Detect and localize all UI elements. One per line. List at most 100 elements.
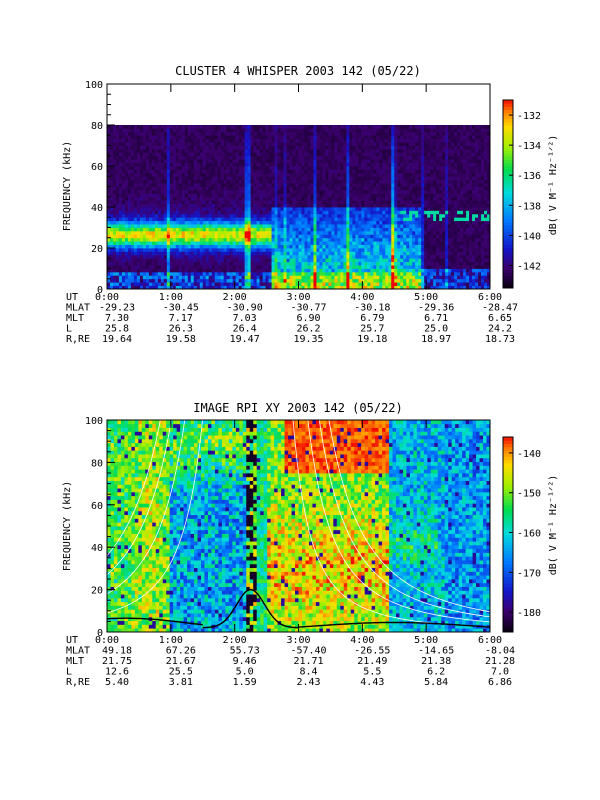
spectrogram-cell: [352, 278, 356, 283]
spectrogram-cell: [355, 159, 359, 163]
spectrogram-cell: [355, 172, 359, 177]
spectrogram-cell: [256, 254, 261, 259]
spectrogram-cell: [107, 155, 111, 160]
spectrogram-cell: [370, 155, 374, 160]
spectrogram-cell: [148, 237, 153, 242]
spectrogram-cell: [202, 159, 207, 163]
spectrogram-cell: [379, 179, 383, 184]
spectrogram-cell: [214, 152, 219, 157]
spectrogram-cell: [388, 220, 392, 225]
spectrogram-cell: [286, 268, 290, 273]
spectrogram-cell: [328, 224, 332, 228]
spectrogram-cell: [406, 183, 410, 187]
spectrogram-cell: [208, 162, 213, 167]
spectrogram-cell: [187, 258, 192, 263]
spectrogram-cell: [343, 244, 347, 249]
spectrogram-cell: [415, 166, 419, 170]
spectrogram-cell: [367, 265, 371, 269]
spectrogram-cell: [334, 213, 338, 218]
spectrogram-cell: [385, 152, 389, 157]
spectrogram-cell: [337, 176, 341, 181]
spectrogram-cell: [298, 258, 302, 263]
spectrogram-cell: [121, 186, 126, 191]
spectrogram-cell: [328, 234, 332, 239]
spectrogram-cell: [232, 159, 237, 163]
spectrogram-cell: [400, 217, 404, 222]
spectrogram-cell: [373, 203, 377, 208]
spectrogram-cell: [274, 145, 278, 150]
spectrogram-cell: [271, 193, 275, 198]
spectrogram-cell: [280, 162, 284, 167]
spectrogram-cell: [199, 125, 204, 129]
spectrogram-cell: [316, 193, 320, 198]
spectrogram-cell: [217, 275, 222, 280]
spectrogram-cell: [256, 203, 261, 208]
spectrogram-cell: [172, 142, 177, 146]
spectrogram-cell: [379, 138, 383, 143]
spectrogram-cell: [115, 179, 120, 184]
spectrogram-cell: [301, 241, 305, 245]
spectrogram-cell: [121, 265, 126, 269]
spectrogram-cell: [367, 142, 371, 146]
spectrogram-cell: [166, 145, 171, 150]
spectrogram-cell: [331, 176, 335, 181]
spectrogram-cell: [259, 135, 263, 140]
spectrogram-cell: [208, 183, 213, 187]
spectrogram-cell: [133, 155, 138, 160]
spectrogram-cell: [307, 285, 311, 289]
spectrogram-cell: [112, 241, 117, 245]
spectrogram-cell: [127, 258, 132, 263]
spectrogram-cell: [325, 268, 329, 273]
spectrogram-cell: [136, 275, 141, 280]
spectrogram-cell: [340, 220, 344, 225]
spectrogram-cell: [232, 203, 237, 208]
spectrogram-cell: [142, 207, 147, 211]
spectrogram-cell: [199, 162, 204, 167]
spectrogram-cell: [307, 142, 311, 146]
spectrogram-cell: [319, 282, 323, 286]
spectrogram-cell: [229, 203, 234, 208]
spectrogram-cell: [301, 162, 305, 167]
spectrogram-cell: [349, 278, 353, 283]
spectrogram-cell: [226, 155, 231, 160]
spectrogram-cell: [187, 213, 192, 218]
spectrogram-cell: [376, 254, 380, 259]
spectrogram-cell: [160, 278, 165, 283]
spectrogram-cell: [253, 213, 258, 218]
spectrogram-cell: [394, 172, 398, 177]
spectrogram-cell: [394, 142, 398, 146]
spectrogram-cell: [373, 186, 377, 191]
spectrogram-cell: [316, 254, 320, 259]
spectrogram-cell: [358, 220, 362, 225]
spectrogram-cell: [133, 145, 138, 150]
spectrogram-cell: [169, 278, 174, 283]
spectrogram-cell: [397, 220, 401, 225]
spectrogram-cell: [223, 196, 228, 201]
spectrogram-cell: [112, 213, 117, 218]
spectrogram-cell: [415, 169, 419, 174]
spectrogram-cell: [319, 169, 323, 174]
spectrogram-cell: [412, 210, 416, 215]
spectrogram-cell: [196, 193, 201, 198]
spectrogram-cell: [397, 217, 401, 222]
spectrogram-cell: [220, 142, 225, 146]
spectrogram-cell: [157, 220, 162, 225]
spectrogram-cell: [112, 159, 117, 163]
spectrogram-cell: [169, 186, 174, 191]
spectrogram-cell: [349, 203, 353, 208]
spectrogram-cell: [181, 207, 186, 211]
spectrogram-cell: [388, 200, 392, 204]
spectrogram-cell: [244, 271, 249, 276]
spectrogram-cell: [199, 275, 204, 280]
spectrogram-cell: [208, 148, 213, 153]
spectrogram-cell: [112, 254, 117, 259]
spectrogram-cell: [124, 125, 129, 129]
spectrogram-cell: [340, 138, 344, 143]
spectrogram-cell: [346, 166, 350, 170]
spectrogram-cell: [379, 261, 383, 266]
spectrogram-cell: [247, 210, 252, 215]
spectrogram-cell: [265, 186, 269, 191]
spectrogram-cell: [217, 189, 222, 194]
spectrogram-cell: [379, 189, 383, 194]
spectrogram-cell: [391, 234, 395, 239]
